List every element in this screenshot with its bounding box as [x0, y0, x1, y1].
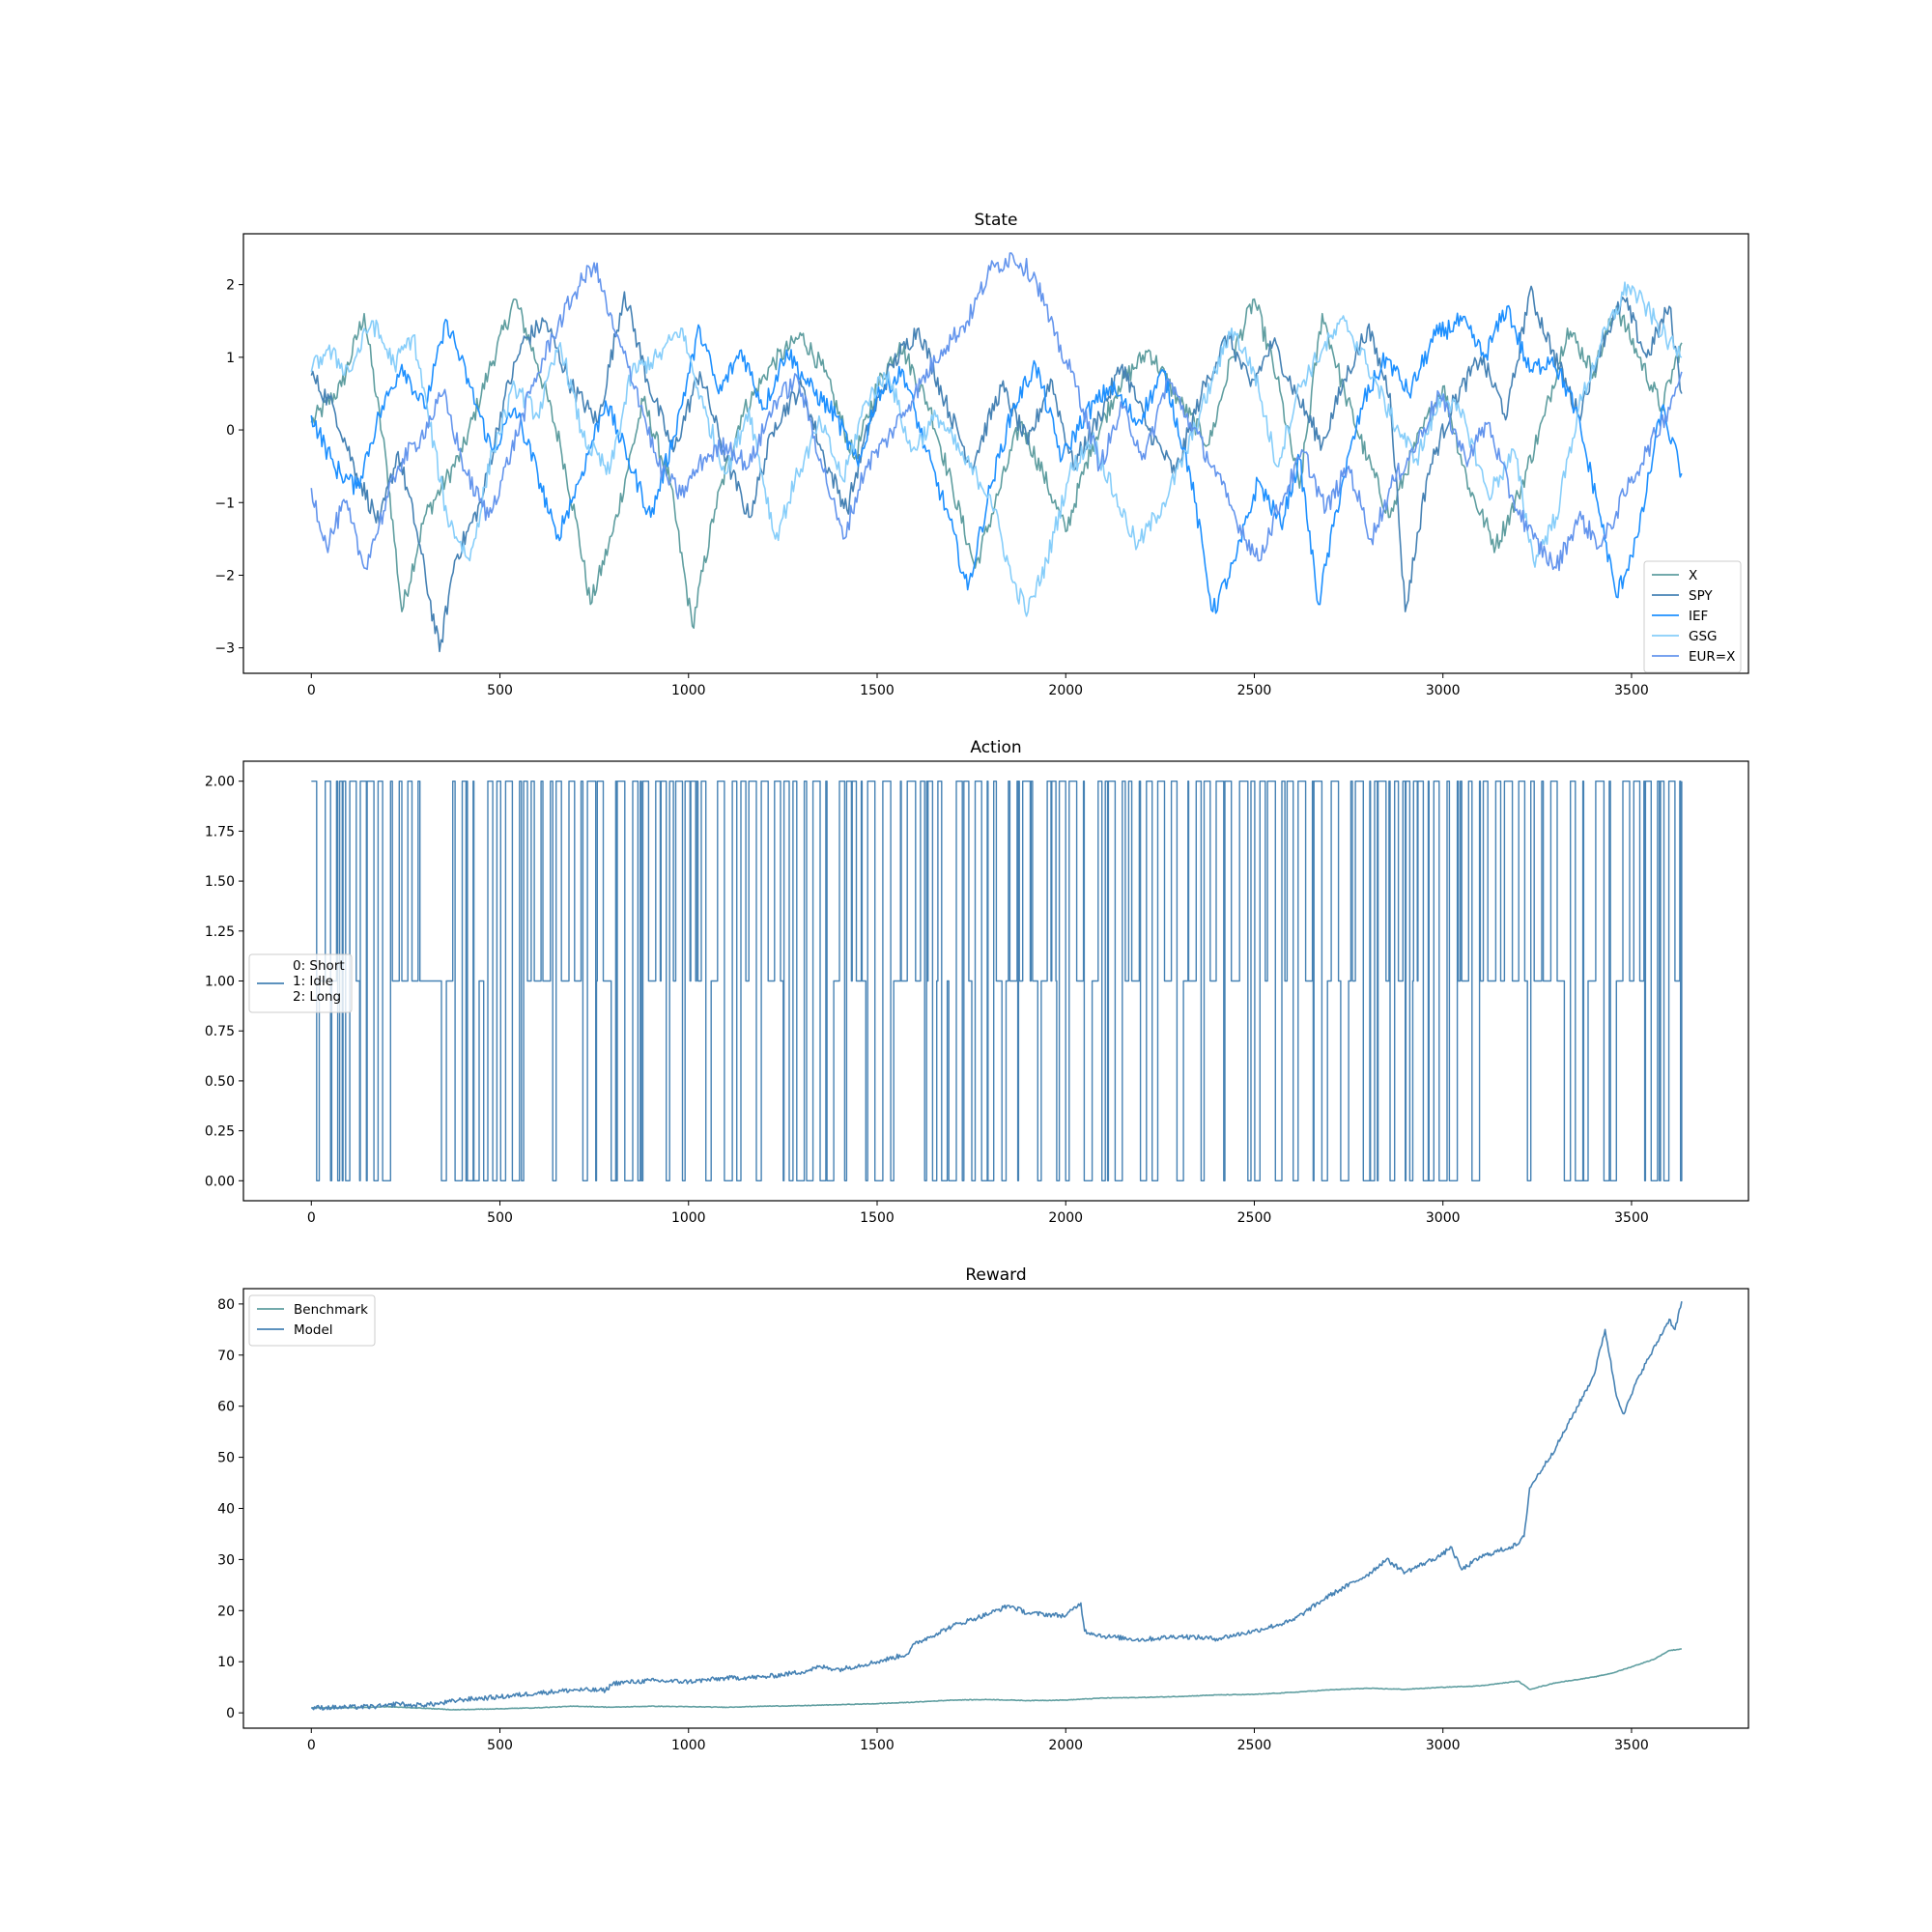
- x-tick-label: 500: [487, 1738, 513, 1753]
- x-tick-label: 3500: [1614, 1210, 1649, 1226]
- y-tick-label: 0.00: [205, 1174, 235, 1189]
- series-line-0: [311, 1648, 1682, 1711]
- y-tick-label: 1.50: [205, 874, 235, 890]
- y-tick-label: 0: [226, 1706, 235, 1721]
- legend: [248, 1294, 376, 1347]
- x-tick-label: 1000: [671, 1210, 706, 1226]
- y-tick-label: 40: [217, 1502, 235, 1518]
- x-tick-label: 3000: [1426, 1210, 1461, 1226]
- series-line-4: [310, 252, 1683, 572]
- y-tick-label: 20: [217, 1604, 235, 1619]
- y-tick-label: 2.00: [205, 775, 235, 790]
- y-tick-label: 30: [217, 1552, 235, 1568]
- panel-state: State 0 500 1000 1500 2000 2500 3000 3500 −3 −2 −1 0…: [214, 211, 1749, 698]
- x-tick-label: 1000: [671, 683, 706, 698]
- x-tick-label: 2000: [1048, 1210, 1083, 1226]
- y-tick-label: 70: [217, 1349, 235, 1364]
- x-tick-label: 0: [307, 683, 316, 698]
- x-tick-label: 2000: [1048, 683, 1083, 698]
- x-tick-label: 2500: [1237, 683, 1272, 698]
- y-tick-label: 0.25: [205, 1124, 235, 1140]
- y-tick-label: −2: [214, 568, 235, 583]
- series-line-2: [310, 304, 1683, 614]
- x-tick-label: 1500: [860, 683, 895, 698]
- x-tick-label: 3000: [1426, 1738, 1461, 1753]
- chart-title: State: [975, 211, 1018, 230]
- x-tick-label: 500: [487, 683, 513, 698]
- y-tick-label: 2: [226, 278, 235, 294]
- series-line-3: [310, 281, 1683, 617]
- panel-action: Action 0 500 1000 1500 2000 2500 3000 3500 0.00 0.…: [205, 738, 1749, 1226]
- legend: [248, 953, 353, 1013]
- series-line-0: [310, 298, 1683, 629]
- y-tick-label: 0: [226, 423, 235, 439]
- legend-label: EUR=X: [1689, 649, 1735, 665]
- y-tick-label: 80: [217, 1297, 235, 1313]
- series-line-1: [310, 285, 1683, 653]
- legend-label: 0: Short: [293, 958, 345, 974]
- chart-title: Action: [970, 738, 1021, 757]
- x-tick-label: 500: [487, 1210, 513, 1226]
- x-tick-label: 3500: [1614, 683, 1649, 698]
- y-tick-label: −3: [214, 641, 235, 657]
- y-tick-label: 1: [226, 351, 235, 366]
- legend-label: 2: Long: [293, 989, 341, 1005]
- y-tick-label: 0.75: [205, 1024, 235, 1039]
- x-tick-label: 1500: [860, 1738, 895, 1753]
- x-tick-label: 2000: [1048, 1738, 1083, 1753]
- legend-label: Benchmark: [294, 1302, 368, 1318]
- legend-label: 1: Idle: [293, 974, 333, 989]
- legend-label: IEF: [1689, 609, 1708, 624]
- series-line-1: [310, 1301, 1683, 1711]
- chart-title: Reward: [965, 1265, 1026, 1285]
- x-tick-label: 2500: [1237, 1738, 1272, 1753]
- x-tick-label: 1500: [860, 1210, 895, 1226]
- axes-frame: [242, 1288, 1749, 1729]
- y-tick-label: 1.00: [205, 975, 235, 990]
- legend-label: Model: [294, 1322, 333, 1338]
- legend-label: SPY: [1689, 588, 1713, 604]
- y-tick-label: 50: [217, 1451, 235, 1466]
- x-tick-label: 1000: [671, 1738, 706, 1753]
- x-tick-label: 2500: [1237, 1210, 1272, 1226]
- y-tick-label: 60: [217, 1400, 235, 1415]
- y-tick-label: 1.25: [205, 924, 235, 940]
- panel-reward: Reward 0 500 1000 1500 2000 2500 3000 3500 0 10 20 3…: [217, 1265, 1749, 1753]
- axes-frame: [242, 233, 1749, 674]
- x-tick-label: 0: [307, 1210, 316, 1226]
- y-tick-label: 10: [217, 1655, 235, 1670]
- series-line-0: [311, 781, 1683, 1181]
- x-tick-label: 0: [307, 1738, 316, 1753]
- legend: [1643, 560, 1742, 673]
- legend-label: GSG: [1689, 629, 1718, 644]
- y-tick-label: −1: [214, 496, 235, 511]
- y-tick-label: 1.75: [205, 824, 235, 839]
- x-tick-label: 3500: [1614, 1738, 1649, 1753]
- x-tick-label: 3000: [1426, 683, 1461, 698]
- y-tick-label: 0.50: [205, 1074, 235, 1090]
- legend-label: X: [1689, 568, 1697, 583]
